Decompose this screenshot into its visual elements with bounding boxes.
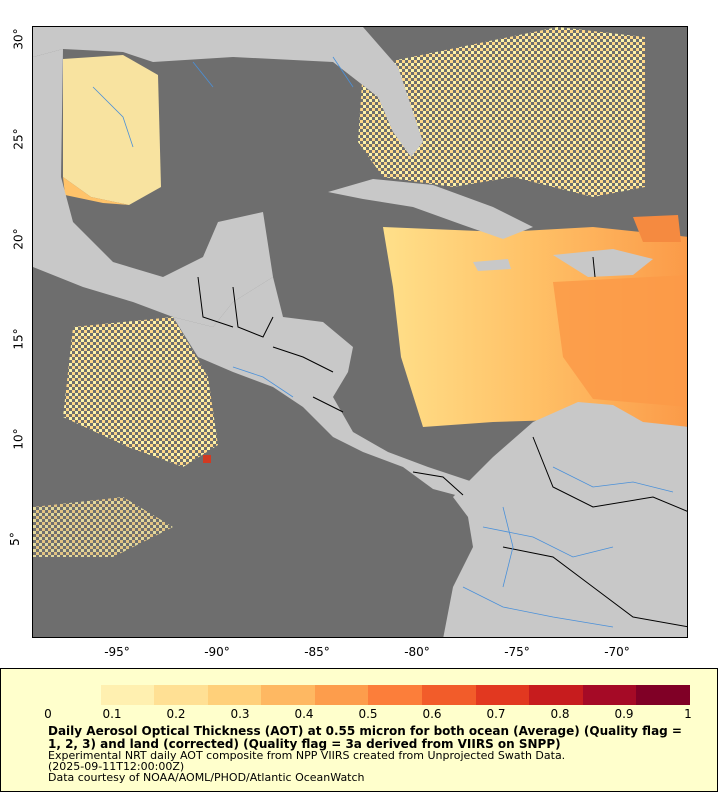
lat-label-25: 25°: [11, 128, 26, 150]
lon-label-70: -70°: [604, 645, 630, 659]
aot-caribbean-core: [553, 275, 687, 407]
colorbar-tick-0.3: 0.3: [230, 707, 250, 721]
colorbar-swatch: [207, 685, 262, 705]
lat-label-10: 10°: [11, 428, 26, 450]
aot-hotspot: [203, 455, 211, 463]
lon-label-85: -85°: [304, 645, 330, 659]
colorbar-tick-0.5: 0.5: [358, 707, 378, 721]
colorbar-tick-0.8: 0.8: [550, 707, 570, 721]
lat-label-30: 30°: [11, 28, 26, 50]
land-mexico: [33, 49, 273, 327]
rivers: [92, 56, 674, 628]
land-jamaica: [473, 259, 511, 271]
aot-gulf-west-edge: [63, 177, 129, 205]
colorbar-tick-1: 1: [684, 707, 692, 721]
land-hispaniola: [553, 249, 653, 277]
colorbar-swatch: [368, 685, 423, 705]
land-us: [33, 27, 423, 157]
aot-atlantic-north: [358, 27, 645, 197]
land-central-america: [173, 277, 473, 497]
colorbar: [47, 685, 690, 705]
colorbar-swatch: [636, 685, 690, 705]
colorbar-swatch: [582, 685, 637, 705]
land-cuba: [328, 179, 533, 239]
colorbar-tick-0.6: 0.6: [422, 707, 442, 721]
map-canvas[interactable]: [33, 27, 688, 638]
aot-caribbean-hotspot: [633, 215, 681, 242]
lon-label-80: -80°: [404, 645, 430, 659]
colorbar-tick-0: 0: [44, 707, 52, 721]
country-borders: [197, 256, 687, 628]
lat-label-15: 15°: [11, 328, 26, 350]
map-frame[interactable]: [32, 26, 688, 638]
colorbar-swatch: [100, 685, 155, 705]
colorbar-swatch: [154, 685, 208, 705]
colorbar-swatch: [261, 685, 315, 705]
aot-gulf-west: [63, 55, 161, 205]
lon-label-75: -75°: [504, 645, 530, 659]
legend-panel: 0 0.1 0.2 0.3 0.4 0.5 0.6 0.7 0.8 0.9 1 …: [0, 668, 718, 792]
aot-pacific: [63, 317, 218, 467]
colorbar-tick-0.1: 0.1: [102, 707, 122, 721]
aot-pacific-south: [33, 497, 173, 557]
colorbar-swatch: [422, 685, 476, 705]
legend-title: Daily Aerosol Optical Thickness (AOT) at…: [48, 724, 682, 751]
lon-label-90: -90°: [204, 645, 230, 659]
colorbar-tick-0.4: 0.4: [294, 707, 314, 721]
colorbar-tick-0.9: 0.9: [614, 707, 634, 721]
colorbar-swatch: [314, 685, 369, 705]
colorbar-tick-0.2: 0.2: [166, 707, 186, 721]
colorbar-tick-0.7: 0.7: [486, 707, 506, 721]
legend-credit-line: Data courtesy of NOAA/AOML/PHOD/Atlantic…: [48, 771, 365, 784]
legend-source-line: Experimental NRT daily AOT composite fro…: [48, 749, 566, 762]
colorbar-swatch: [529, 685, 583, 705]
lat-label-5: 5°: [7, 532, 22, 546]
legend-date-line: (2025-09-11T12:00:00Z): [48, 760, 185, 773]
land-south-america: [443, 402, 687, 637]
lon-label-95: -95°: [104, 645, 130, 659]
lat-label-20: 20°: [11, 228, 26, 250]
colorbar-swatch: [47, 685, 101, 705]
colorbar-swatch: [475, 685, 530, 705]
